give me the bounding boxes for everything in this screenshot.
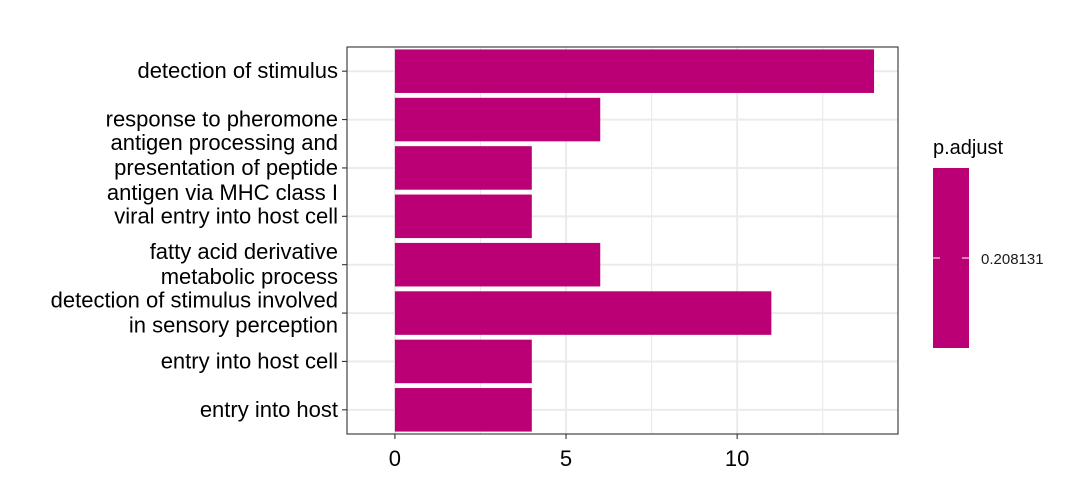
bar xyxy=(394,194,532,239)
bar xyxy=(394,49,875,93)
y-tick-label: detection of stimulus involved xyxy=(51,288,338,313)
y-tick-label: presentation of peptide xyxy=(114,155,338,180)
y-tick-label: entry into host xyxy=(200,397,338,422)
y-tick-label: in sensory perception xyxy=(129,313,338,338)
y-tick-label: response to pheromone xyxy=(106,107,338,132)
bar xyxy=(394,146,532,190)
bar xyxy=(394,291,772,335)
y-tick-label: entry into host cell xyxy=(161,348,338,373)
legend-title: p.adjust xyxy=(933,137,1003,159)
y-tick-label: antigen via MHC class I xyxy=(107,180,338,205)
y-tick-label: fatty acid derivative xyxy=(150,239,338,264)
bars xyxy=(394,49,875,432)
panel-border xyxy=(346,46,899,435)
y-tick-label: antigen processing and xyxy=(111,130,339,155)
y-axis: detection of stimulus response to pheromo… xyxy=(51,58,347,422)
x-tick-label: 5 xyxy=(560,446,572,471)
y-tick-label: detection of stimulus xyxy=(137,58,338,83)
legend-label: 0.208131 xyxy=(981,251,1044,268)
y-tick-label: viral entry into host cell xyxy=(114,203,338,228)
bar xyxy=(394,97,601,142)
bar xyxy=(394,339,532,384)
x-axis: 0 5 10 xyxy=(389,434,749,471)
y-tick-label: metabolic process xyxy=(161,264,338,289)
legend: p.adjust 0.208131 xyxy=(933,137,1044,348)
x-tick-label: 10 xyxy=(725,446,749,471)
bar xyxy=(394,242,601,287)
x-tick-label: 0 xyxy=(389,446,401,471)
bar xyxy=(394,388,532,432)
